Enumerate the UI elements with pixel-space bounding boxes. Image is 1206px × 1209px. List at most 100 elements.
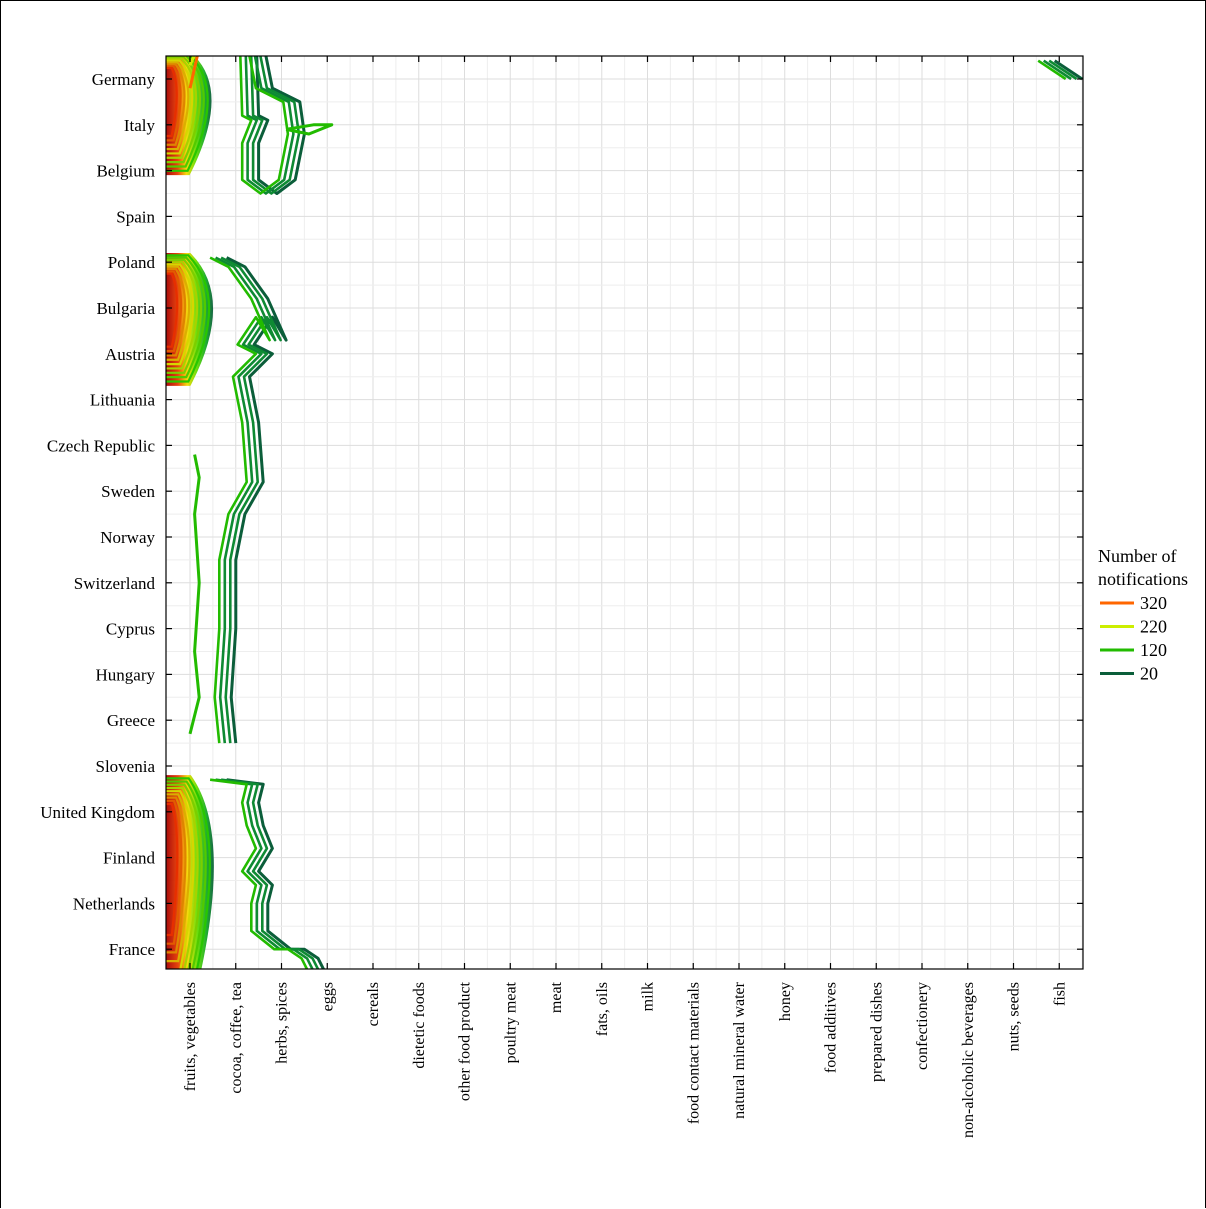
heat-region-1-contour xyxy=(166,66,178,138)
x-tick-label: food additives xyxy=(823,982,840,1073)
heat-region-1-contour xyxy=(166,56,205,168)
y-tick-label: Switzerland xyxy=(74,574,156,593)
y-tick-label: United Kingdom xyxy=(40,803,155,822)
contour-line-inner-3-2 xyxy=(215,778,314,969)
x-tick-label: eggs xyxy=(319,982,336,1011)
contour-line-20-3 xyxy=(226,778,326,969)
x-tick-label: milk xyxy=(640,982,657,1011)
legend-title-line-1: Number of xyxy=(1098,546,1176,566)
legend: Number of notifications 320 220 120 20 xyxy=(1098,546,1188,684)
heat-region-2-contour xyxy=(166,272,179,348)
y-axis-labels: Germany Italy Belgium Spain Poland Bulgaria Au… xyxy=(40,70,155,959)
contour-line-20-4 xyxy=(1053,59,1083,81)
contour-line-inner-1-2 xyxy=(244,56,295,195)
x-tick-label: other food product xyxy=(457,981,474,1101)
contour-line-inner-4-3 xyxy=(1037,59,1067,81)
heat-region-2-contour xyxy=(166,265,191,361)
heat-region-1-contour xyxy=(166,56,201,164)
heat-region-2-contour xyxy=(166,256,207,379)
contour-line-inner-2-3 xyxy=(209,256,271,744)
y-tick-label: Germany xyxy=(92,70,156,89)
contour-line-inner-4-2 xyxy=(1042,59,1072,81)
axis-ticks xyxy=(166,56,1083,969)
legend-title-line-2: notifications xyxy=(1098,569,1188,589)
heat-region-1-contour xyxy=(166,65,182,142)
x-tick-label: dietetic foods xyxy=(411,982,428,1069)
x-tick-label: fruits, vegetables xyxy=(182,982,199,1091)
heat-region-3-contour xyxy=(166,802,179,937)
contour-line-120-6 xyxy=(188,454,201,735)
contour-lines-layer xyxy=(188,56,1083,969)
heat-region-3-contour xyxy=(166,790,195,969)
x-tick-label: herbs, spices xyxy=(274,982,291,1064)
legend-label-120: 120 xyxy=(1140,640,1167,660)
contour-line-inner-3-3 xyxy=(209,778,309,969)
y-tick-label: Italy xyxy=(124,116,156,135)
x-tick-label: honey xyxy=(777,982,794,1021)
heat-region-2-contour xyxy=(166,258,203,374)
y-tick-label: Poland xyxy=(108,253,156,272)
x-tick-label: fats, oils xyxy=(594,982,611,1036)
heat-region-3-contour xyxy=(166,796,187,954)
heat-region-3-contour xyxy=(166,799,183,945)
x-tick-label: prepared dishes xyxy=(868,982,885,1082)
y-tick-label: France xyxy=(109,940,155,959)
y-tick-label: Belgium xyxy=(96,162,155,181)
x-tick-label: food contact materials xyxy=(685,982,702,1124)
y-tick-label: Finland xyxy=(103,849,155,868)
contour-line-20-2 xyxy=(225,256,288,744)
y-tick-label: Netherlands xyxy=(73,894,155,913)
x-tick-label: nuts, seeds xyxy=(1006,982,1023,1051)
x-tick-label: cereals xyxy=(365,982,382,1026)
plot-area-border xyxy=(165,55,1084,970)
x-tick-label: cocoa, coffee, tea xyxy=(228,982,245,1094)
y-tick-label: Lithuania xyxy=(90,391,156,410)
contour-line-inner-3-1 xyxy=(220,778,320,969)
contour-line-inner-2-1 xyxy=(220,256,282,744)
y-tick-label: Greece xyxy=(107,711,155,730)
y-tick-label: Bulgaria xyxy=(96,299,155,318)
heat-region-1-contour xyxy=(166,63,186,146)
legend-label-320: 320 xyxy=(1140,593,1167,613)
legend-label-220: 220 xyxy=(1140,617,1167,637)
heat-region-2-contour xyxy=(166,270,183,353)
heat-region-3-contour xyxy=(166,780,207,969)
contour-line-inner-2-2 xyxy=(215,256,277,744)
heat-region-2-contour xyxy=(166,263,195,366)
y-tick-label: Austria xyxy=(105,345,156,364)
contour-line-inner-1-3 xyxy=(239,56,290,195)
heat-region-1-contour xyxy=(166,59,194,155)
contour-line-inner-1-1 xyxy=(249,56,301,195)
x-tick-label: meat xyxy=(548,981,565,1013)
y-tick-label: Norway xyxy=(100,528,155,547)
heat-region-1-contour xyxy=(166,61,190,151)
heat-region-2-contour xyxy=(166,254,211,383)
legend-label-20: 20 xyxy=(1140,664,1158,684)
x-axis-labels: fruits, vegetables cocoa, coffee, tea herb… xyxy=(182,981,1068,1138)
heat-region-3-contour xyxy=(166,777,211,969)
contour-line-20-1 xyxy=(255,56,306,195)
y-tick-label: Sweden xyxy=(101,482,155,501)
y-tick-label: Spain xyxy=(116,207,155,226)
x-tick-label: poultry meat xyxy=(502,981,519,1063)
contour-line-120-5 xyxy=(285,123,334,136)
grid-lines xyxy=(166,56,1083,969)
heat-region-3-contour xyxy=(166,783,203,969)
x-tick-label: non-alcoholic beverages xyxy=(960,982,977,1138)
heat-region-3-contour xyxy=(166,793,191,963)
y-tick-label: Slovenia xyxy=(96,757,156,776)
y-tick-label: Cyprus xyxy=(106,620,155,639)
contour-line-inner-4-1 xyxy=(1048,59,1078,81)
x-tick-label: natural mineral water xyxy=(731,981,748,1118)
contour-line-320-8 xyxy=(188,56,199,89)
x-tick-label: fish xyxy=(1051,982,1068,1006)
heat-fill-layer xyxy=(166,56,214,969)
heat-region-1-contour xyxy=(166,57,198,159)
heat-region-2-contour xyxy=(166,261,199,370)
y-tick-label: Czech Republic xyxy=(47,436,156,455)
heat-region-2-contour xyxy=(166,267,187,357)
x-tick-label: confectionery xyxy=(914,982,931,1070)
heat-region-3-contour xyxy=(166,786,199,969)
y-tick-label: Hungary xyxy=(96,665,156,684)
